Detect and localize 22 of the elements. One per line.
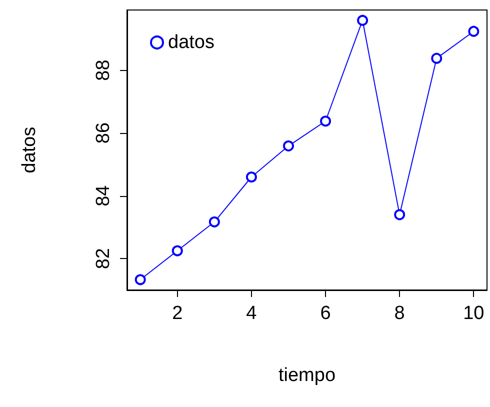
point (394, 209, 406, 220)
point (320, 116, 332, 127)
x-tick-label: 4 (246, 303, 258, 324)
point (208, 216, 220, 228)
point (172, 245, 183, 256)
legend-label: datos (168, 32, 214, 53)
y-tick-label: 86 (93, 122, 114, 144)
x-tick-label: 6 (320, 303, 331, 324)
y-tick-label: 82 (93, 248, 114, 270)
y-axis-title: datos (19, 126, 40, 174)
x-tick-label: 8 (394, 303, 405, 324)
point (246, 172, 257, 182)
y-tick-label: 88 (93, 60, 114, 81)
point (431, 52, 442, 64)
x-tick-label: 10 (463, 303, 484, 324)
y-tick-label: 84 (93, 184, 114, 206)
x-axis-title: tiempo (278, 365, 336, 386)
point (282, 140, 294, 152)
x-tick-label: 2 (172, 303, 183, 324)
point (357, 14, 368, 26)
point (134, 274, 146, 286)
point (468, 26, 480, 37)
